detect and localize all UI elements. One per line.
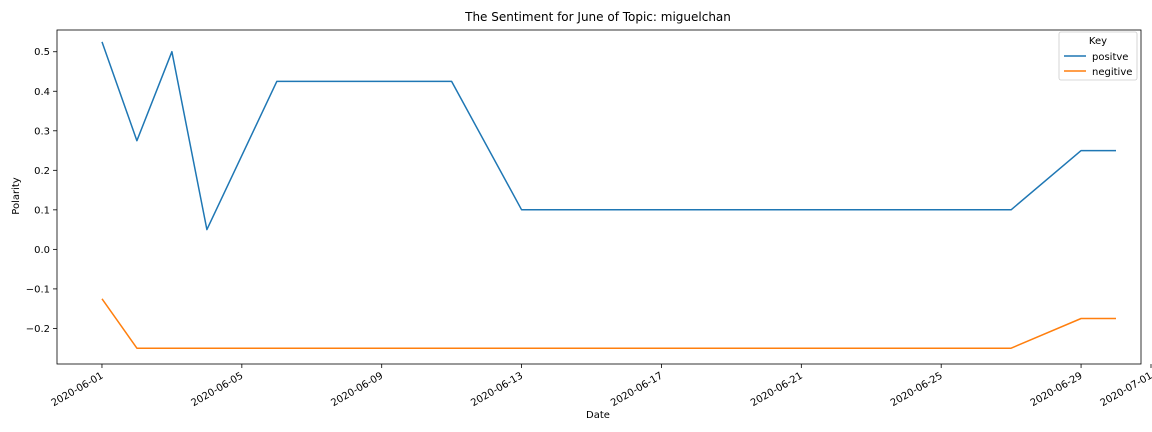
x-tick-label: 2020-06-13 [469, 371, 525, 410]
x-tick-label: 2020-06-25 [889, 371, 945, 410]
x-tick-label: 2020-07-01 [1099, 371, 1152, 410]
x-tick-label: 2020-06-01 [50, 371, 106, 410]
series-line-positve [101, 41, 1116, 231]
y-axis-label: Polarity [11, 177, 22, 215]
legend: Key positve negitive [1058, 31, 1138, 81]
y-axis: −0.2 −0.1 0.0 0.1 0.2 0.3 0.4 0.5 [26, 47, 57, 335]
x-tick-label: 2020-06-09 [329, 371, 385, 410]
x-tick-label: 2020-06-17 [609, 371, 665, 410]
x-tick-label: 2020-06-05 [190, 371, 246, 410]
chart-title: The Sentiment for June of Topic: miguelc… [464, 10, 731, 24]
legend-box [1058, 31, 1138, 81]
y-tick-label: −0.2 [26, 324, 50, 335]
series-line-negitive [101, 298, 1116, 349]
legend-label-negitive: negitive [1092, 67, 1132, 78]
y-tick-label: 0.4 [34, 87, 50, 98]
x-tick-label: 2020-06-29 [1029, 371, 1085, 410]
x-axis-label: Date [586, 410, 610, 421]
plot-area [56, 29, 1142, 365]
y-tick-label: 0.1 [34, 205, 50, 216]
y-tick-label: −0.1 [26, 284, 50, 295]
y-tick-label: 0.3 [34, 126, 50, 137]
x-tick-label: 2020-06-21 [749, 371, 805, 410]
y-tick-label: 0.0 [34, 245, 50, 256]
x-axis: 2020-06-01 2020-06-05 2020-06-09 2020-06-13… [50, 364, 1152, 409]
y-tick-label: 0.2 [34, 166, 50, 177]
legend-label-positve: positve [1092, 52, 1128, 63]
legend-title: Key [1089, 36, 1107, 47]
y-tick-label: 0.5 [34, 47, 50, 58]
series-lines [101, 41, 1116, 349]
